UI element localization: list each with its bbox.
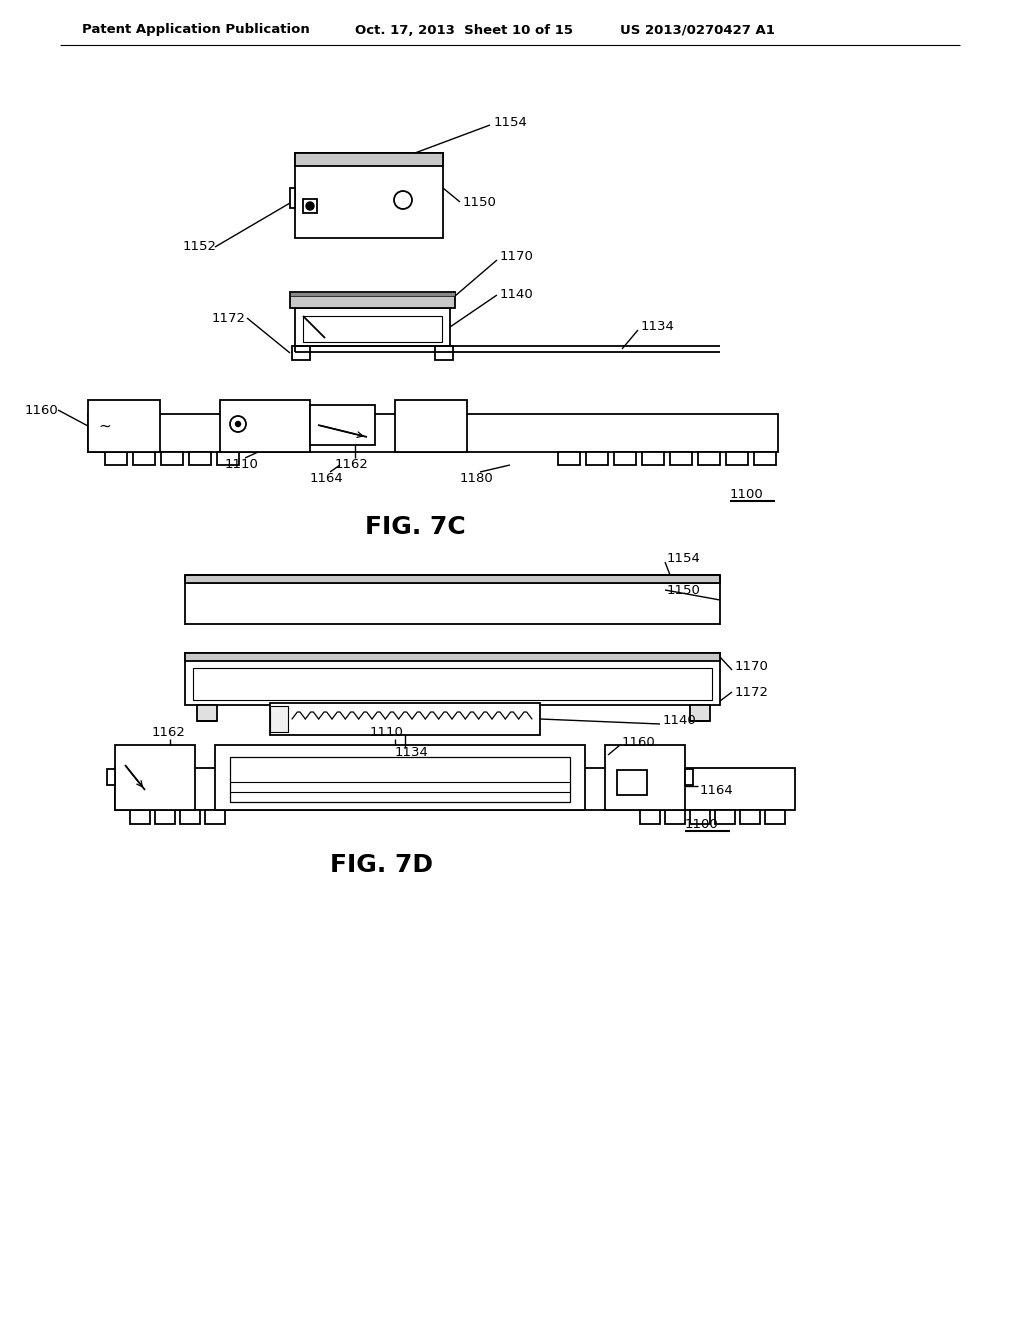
Bar	[161, 451, 183, 465]
Text: FIG. 7C: FIG. 7C	[365, 515, 466, 539]
Bar	[290, 292, 455, 296]
Bar	[215, 744, 585, 810]
Bar	[185, 653, 720, 661]
Text: 1162: 1162	[335, 458, 369, 471]
Bar	[617, 770, 647, 795]
Bar	[715, 810, 735, 824]
Bar	[290, 187, 295, 209]
Text: Oct. 17, 2013  Sheet 10 of 15: Oct. 17, 2013 Sheet 10 of 15	[355, 24, 573, 37]
Text: 1150: 1150	[667, 583, 700, 597]
Bar	[115, 744, 195, 810]
Text: FIG. 7D: FIG. 7D	[330, 853, 433, 876]
Bar	[726, 451, 748, 465]
Bar	[303, 199, 317, 213]
Bar	[185, 653, 720, 705]
Text: 1172: 1172	[212, 312, 246, 325]
Bar	[290, 292, 455, 308]
Text: 1100: 1100	[730, 488, 764, 502]
Bar	[230, 756, 570, 803]
Text: 1134: 1134	[641, 321, 675, 334]
Bar	[205, 810, 225, 824]
Bar	[292, 346, 310, 360]
Bar	[435, 346, 453, 360]
Bar	[698, 451, 720, 465]
Text: 1110: 1110	[370, 726, 403, 738]
Bar	[189, 451, 211, 465]
Text: 1170: 1170	[500, 251, 534, 264]
Bar	[197, 705, 217, 721]
Bar	[193, 668, 712, 700]
Bar	[106, 770, 115, 785]
Bar	[586, 451, 608, 465]
Bar	[88, 400, 160, 451]
Text: 1154: 1154	[667, 553, 700, 565]
Bar	[295, 308, 450, 346]
Text: US 2013/0270427 A1: US 2013/0270427 A1	[620, 24, 775, 37]
Text: 1140: 1140	[500, 289, 534, 301]
Bar	[270, 704, 540, 735]
Bar	[642, 451, 664, 465]
Text: 1134: 1134	[395, 746, 429, 759]
Text: 1164: 1164	[310, 471, 344, 484]
Bar	[670, 451, 692, 465]
Bar	[115, 768, 795, 810]
Text: 1152: 1152	[183, 240, 217, 253]
Text: 1164: 1164	[700, 784, 734, 796]
Circle shape	[306, 202, 314, 210]
Bar	[270, 706, 288, 733]
Bar	[640, 810, 660, 824]
Bar	[754, 451, 776, 465]
Bar	[133, 451, 155, 465]
Bar	[690, 705, 710, 721]
Text: 1110: 1110	[225, 458, 259, 471]
Bar	[105, 451, 127, 465]
Bar	[605, 744, 685, 810]
Text: ~: ~	[98, 418, 111, 433]
Text: 1150: 1150	[463, 195, 497, 209]
Text: 1154: 1154	[494, 116, 528, 128]
Bar	[295, 153, 443, 166]
Bar	[185, 576, 720, 583]
Text: 1160: 1160	[25, 404, 58, 417]
Text: 1100: 1100	[685, 818, 719, 832]
Bar	[765, 810, 785, 824]
Text: 1160: 1160	[622, 735, 655, 748]
Bar	[88, 414, 778, 451]
Bar	[310, 405, 375, 445]
Bar	[690, 810, 710, 824]
Bar	[155, 810, 175, 824]
Text: 1172: 1172	[735, 685, 769, 698]
Text: 1140: 1140	[663, 714, 696, 727]
Bar	[130, 810, 150, 824]
Bar	[685, 770, 693, 785]
Bar	[395, 400, 467, 451]
Text: 1170: 1170	[735, 660, 769, 673]
Text: 1162: 1162	[152, 726, 186, 738]
Bar	[303, 315, 442, 342]
Bar	[217, 451, 239, 465]
Bar	[295, 153, 443, 238]
Bar	[220, 400, 310, 451]
Text: 1180: 1180	[460, 471, 494, 484]
Bar	[665, 810, 685, 824]
Text: Patent Application Publication: Patent Application Publication	[82, 24, 309, 37]
Bar	[180, 810, 200, 824]
Bar	[614, 451, 636, 465]
Bar	[558, 451, 580, 465]
Circle shape	[236, 421, 241, 426]
Bar	[740, 810, 760, 824]
